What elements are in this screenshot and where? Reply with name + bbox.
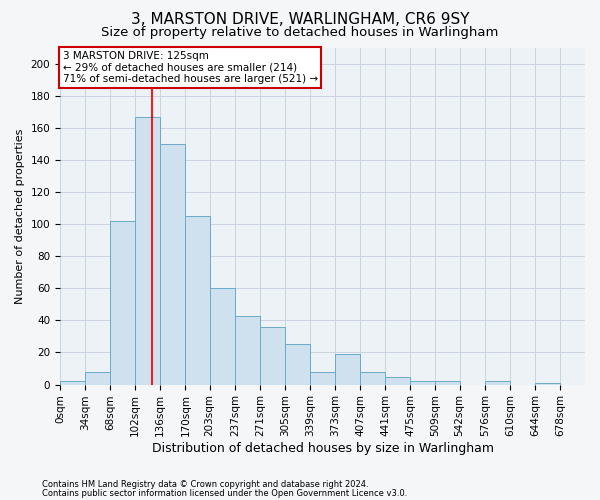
Bar (485, 382, 510, 384)
Bar (436, 382, 460, 384)
Y-axis label: Number of detached properties: Number of detached properties (15, 128, 25, 304)
Bar (310, 372, 335, 384)
Bar (85, 372, 110, 384)
Bar (385, 376, 410, 384)
Bar (335, 354, 360, 384)
Text: 3 MARSTON DRIVE: 125sqm
← 29% of detached houses are smaller (214)
71% of semi-d: 3 MARSTON DRIVE: 125sqm ← 29% of detache… (62, 51, 318, 84)
Bar (285, 344, 310, 385)
Bar (235, 316, 260, 384)
Bar (110, 221, 135, 384)
Text: Contains public sector information licensed under the Open Government Licence v3: Contains public sector information licen… (42, 490, 407, 498)
Bar (360, 372, 385, 384)
Bar (535, 383, 560, 384)
Bar (410, 382, 436, 384)
Text: Contains HM Land Registry data © Crown copyright and database right 2024.: Contains HM Land Registry data © Crown c… (42, 480, 368, 489)
Bar (60, 382, 85, 384)
Bar (135, 116, 160, 384)
Text: 3, MARSTON DRIVE, WARLINGHAM, CR6 9SY: 3, MARSTON DRIVE, WARLINGHAM, CR6 9SY (131, 12, 469, 28)
Bar (185, 216, 211, 384)
Text: Size of property relative to detached houses in Warlingham: Size of property relative to detached ho… (101, 26, 499, 39)
Bar (210, 288, 235, 384)
Bar (160, 144, 185, 384)
X-axis label: Distribution of detached houses by size in Warlingham: Distribution of detached houses by size … (152, 442, 494, 455)
Bar (260, 327, 285, 384)
